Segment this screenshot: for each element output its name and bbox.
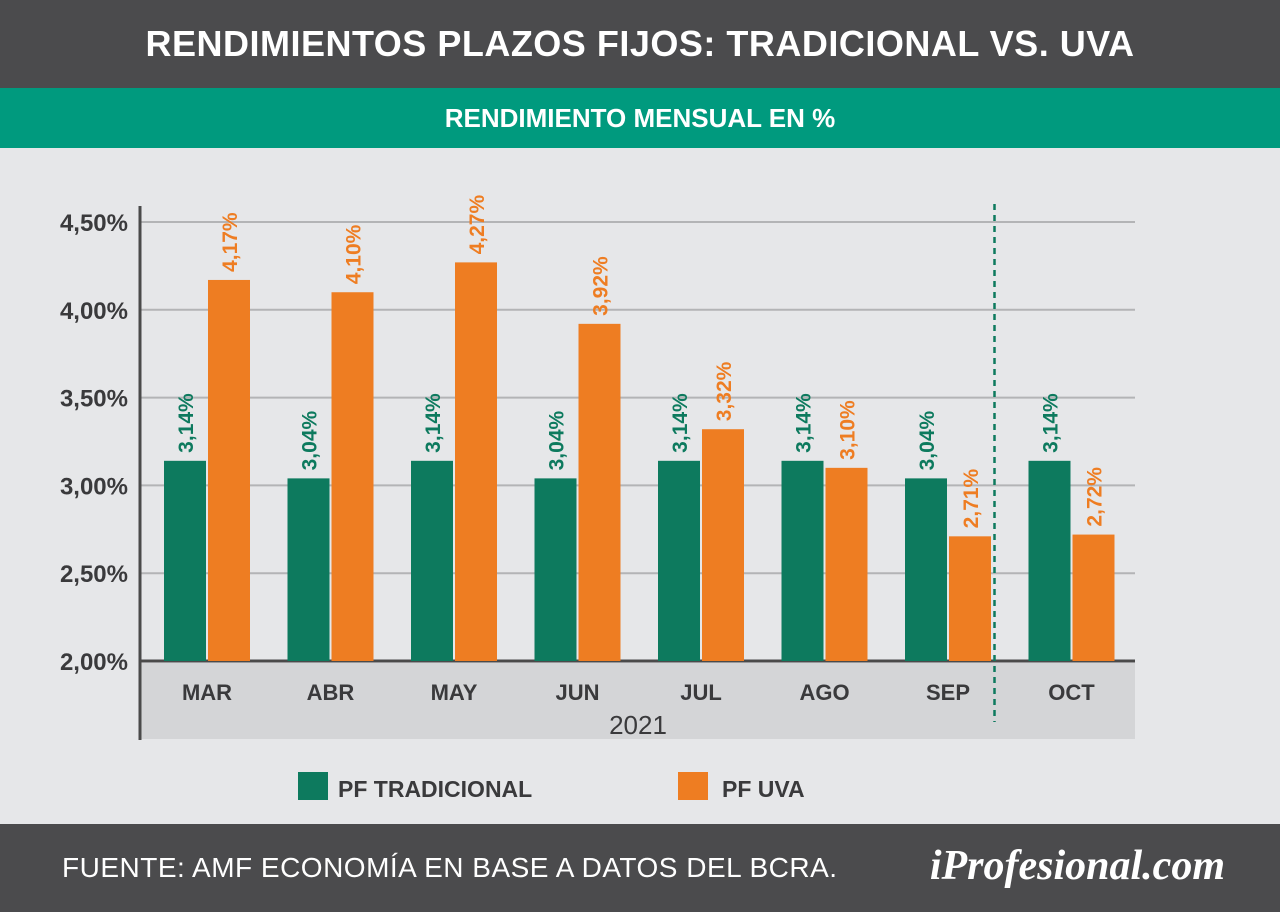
bars <box>164 262 1115 661</box>
bar-tradicional-sep <box>905 478 947 661</box>
chart-subtitle: RENDIMIENTO MENSUAL EN % <box>444 102 836 133</box>
bar-tradicional-may <box>411 460 453 661</box>
x-tick-label: JUL <box>680 680 722 705</box>
chart-title: RENDIMIENTOS PLAZOS FIJOS: TRADICIONAL V… <box>145 23 1135 64</box>
bar-tradicional-abr <box>287 478 330 661</box>
data-labels: 3,14% 4,17% 3,04% 4,10% 3,14% 4,27% 3,04% 3,92%… <box>175 195 1107 529</box>
x-tick-label: MAY <box>431 680 478 705</box>
legend-label: PF TRADICIONAL <box>338 776 532 802</box>
subtitle-bar: RENDIMIENTO MENSUAL EN % <box>0 88 1280 148</box>
x-tick-label: ABR <box>307 680 355 705</box>
y-tick-label: 4,50% <box>60 210 128 237</box>
bar-tradicional-oct <box>1028 460 1071 661</box>
data-label: 3,32% <box>713 361 736 421</box>
bar-tradicional-mar <box>164 460 206 661</box>
bar-uva-sep <box>949 536 991 661</box>
axes: 2,00% 2,50% 3,00% 3,50% 4,00% 4,50% MAR ABR MAY J… <box>60 204 1135 740</box>
data-label: 3,14% <box>422 393 445 453</box>
source-note: FUENTE: AMF ECONOMÍA EN BASE A DATOS DEL… <box>62 852 838 883</box>
x-tick-label: OCT <box>1048 680 1095 705</box>
bar-tradicional-jun <box>534 478 577 661</box>
x-tick-label: MAR <box>182 680 232 705</box>
y-tick-label: 4,00% <box>60 298 128 325</box>
footer-bar: FUENTE: AMF ECONOMÍA EN BASE A DATOS DEL… <box>0 824 1280 912</box>
x-axis-band <box>140 663 1135 739</box>
data-label: 3,04% <box>546 411 569 471</box>
x-tick-label: AGO <box>799 680 849 705</box>
bar-uva-abr <box>331 292 374 661</box>
bar-uva-oct <box>1072 534 1115 661</box>
x-tick-label: JUN <box>555 680 599 705</box>
y-tick-label: 3,00% <box>60 473 128 500</box>
bar-uva-jul <box>702 429 744 661</box>
title-bar: RENDIMIENTOS PLAZOS FIJOS: TRADICIONAL V… <box>0 0 1280 88</box>
legend-label: PF UVA <box>722 776 805 802</box>
data-label: 2,72% <box>1084 467 1107 527</box>
data-label: 3,10% <box>837 400 860 460</box>
y-tick-label: 3,50% <box>60 386 128 413</box>
legend-swatch <box>298 772 328 800</box>
data-label: 3,14% <box>1040 393 1063 453</box>
data-label: 3,04% <box>916 411 939 471</box>
bar-uva-mar <box>208 279 250 661</box>
data-label: 3,14% <box>669 393 692 453</box>
legend-swatch <box>678 772 708 800</box>
bar-uva-jun <box>578 323 621 661</box>
data-label: 4,27% <box>466 195 489 255</box>
bar-uva-may <box>455 262 497 661</box>
bar-chart: 2,00% 2,50% 3,00% 3,50% 4,00% 4,50% MAR ABR MAY J… <box>60 195 1135 802</box>
data-label: 4,17% <box>219 212 242 272</box>
data-label: 3,04% <box>299 411 322 471</box>
y-tick-label: 2,00% <box>60 649 128 676</box>
bar-tradicional-jul <box>658 460 700 661</box>
bar-tradicional-ago <box>781 460 824 661</box>
legend: PF TRADICIONAL PF UVA <box>298 772 805 802</box>
year-label: 2021 <box>609 710 667 740</box>
data-label: 4,10% <box>343 224 366 284</box>
x-tick-label: SEP <box>926 680 970 705</box>
brand-logo: iProfesional.com <box>929 843 1225 889</box>
bar-uva-ago <box>825 467 868 661</box>
data-label: 2,71% <box>960 468 983 528</box>
y-tick-label: 2,50% <box>60 561 128 588</box>
data-label: 3,14% <box>175 393 198 453</box>
data-label: 3,92% <box>590 256 613 316</box>
data-label: 3,14% <box>793 393 816 453</box>
